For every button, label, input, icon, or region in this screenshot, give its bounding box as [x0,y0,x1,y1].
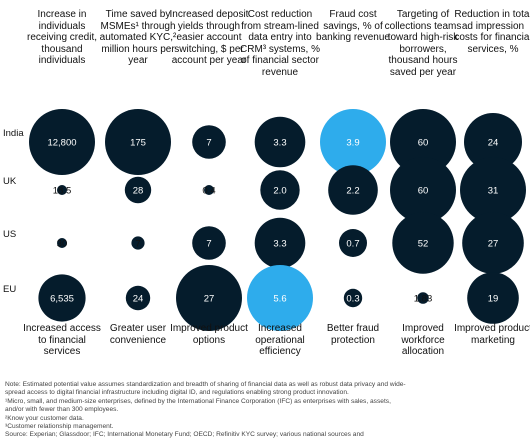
bubble-value-label: 7 [206,138,211,149]
bubble [192,125,226,159]
bubble [417,292,429,304]
bubble [320,109,386,175]
bubble [204,185,214,195]
column-header: Targeting of collections teams toward hi… [384,9,462,78]
column-header: Cost reduction from stream-lined data en… [240,9,320,78]
bubble-value-label: 3.3 [273,138,286,149]
note-line: ²Know your customer data. [5,414,84,422]
bubble-value-label: 7 [206,239,211,250]
bubble-value-label: 1.83 [414,294,433,305]
bubble-value-label: 19 [488,294,499,305]
bubble [254,116,306,168]
bubble-value-label: 27 [488,239,499,250]
row-label: EU [3,284,17,295]
bubble [57,185,67,195]
bubble-value-label: 6,535 [50,294,74,305]
bubble [392,212,454,274]
bubble [390,109,456,175]
row-label: India [3,128,24,139]
bubble-value-label: 0.7 [346,239,359,250]
column-footer: Improved product options [170,323,248,346]
bubble-value-label: 24 [488,138,499,149]
chart-notes: Note: Estimated potential value assumes … [5,381,525,440]
bubble-value-label: 31 [488,186,499,197]
bubble [460,157,526,223]
bubble [343,288,363,308]
row-label: US [3,229,17,240]
bubble [464,113,522,171]
bubble [131,236,145,250]
note-line: ³Customer relationship management. [5,423,114,431]
column-footer: Increased access to financial services [23,323,101,358]
row-label: UK [3,176,17,187]
column-footer: Greater user convenience [109,323,167,346]
bubble [38,274,86,322]
bubble-value-label: 60 [418,186,429,197]
bubble-value-label: 2.0 [273,186,286,197]
bubble [124,176,152,204]
bubble-value-label: 30 [57,239,68,250]
bubble-value-label: 52 [418,239,429,250]
bubble [176,265,242,331]
column-header: Fraud cost savings, % of banking revenue [316,9,390,44]
bubble [247,265,313,331]
bubble-value-label: 3.3 [273,239,286,250]
bubble-value-label: 7 [135,239,140,250]
bubble [328,165,378,215]
note-line: and/or with fewer than 300 employees. [5,406,119,414]
bubble-value-label: 12,800 [47,138,76,149]
bubble [125,285,151,311]
column-header: Time saved by MSMEs¹ through automated K… [99,9,177,67]
column-header: Reduction in total ad impression costs f… [454,9,530,55]
bubble [57,238,67,248]
bubble-value-label: 0.3 [346,294,359,305]
bubble-value-label: 18.5 [53,186,72,197]
bubble-value-label: 60 [418,138,429,149]
bubble [254,217,306,269]
bubble [192,226,226,260]
bubble-value-label: 175 [130,138,146,149]
column-footer: Improved workforce allocation [401,323,445,358]
bubble [260,170,300,210]
bubble-value-label: 0.4 [202,186,215,197]
bubble [462,212,524,274]
note-line: Source: Experian; Glassdoor; IFC; Intern… [5,431,364,439]
note-line: spread access to digital financial infra… [5,389,349,397]
bubble [467,272,519,324]
column-footer: Better fraud protection [326,323,380,346]
note-line: Note: Estimated potential value assumes … [5,381,406,388]
bubble-value-label: 28 [133,186,144,197]
bubble [105,109,171,175]
column-header: Increased deposit yields through easier … [169,9,249,67]
bubble-value-label: 3.9 [346,138,359,149]
bubble-value-label: 2.2 [346,186,359,197]
column-footer: Increased operational efficiency [255,323,305,358]
bubble [339,229,367,257]
column-footer: Improved product marketing [454,323,530,346]
column-header: Increase in individuals receiving credit… [26,9,98,67]
bubble-value-label: 27 [204,294,215,305]
bubble-value-label: 24 [133,294,144,305]
bubble-value-label: 5.6 [273,294,286,305]
note-line: ¹Micro, small, and medium-size enterpris… [5,397,391,405]
bubble [29,109,95,175]
bubble [390,157,456,223]
